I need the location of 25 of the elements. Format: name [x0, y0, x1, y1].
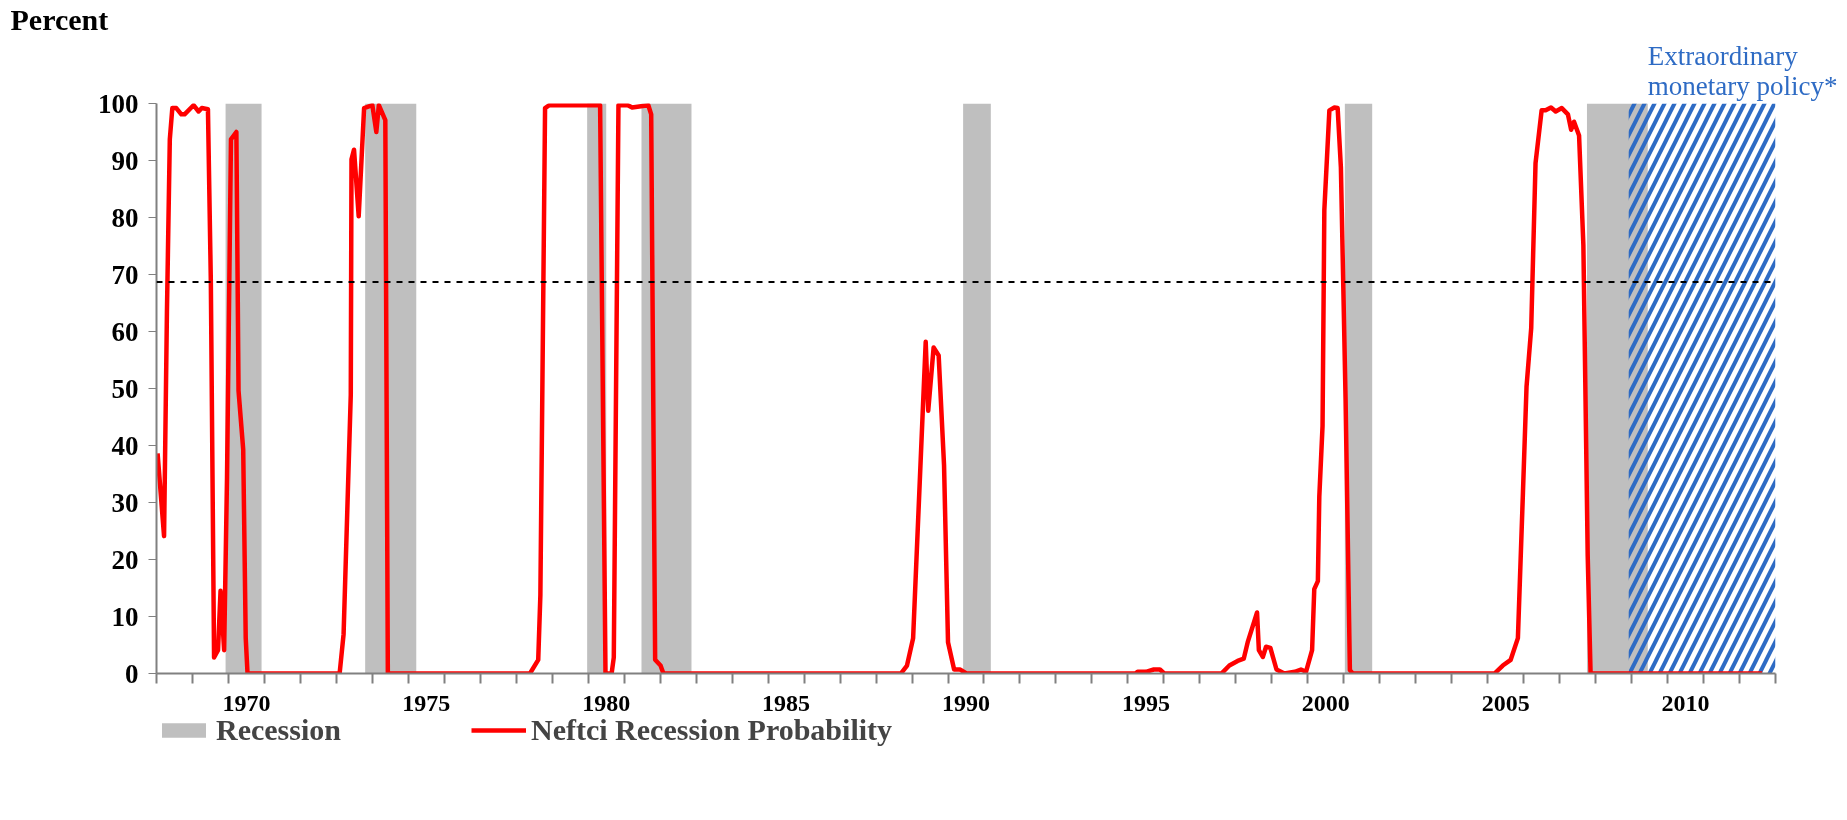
y-tick-label: 10	[111, 601, 139, 632]
band-label: Extraordinary monetary policy*	[1647, 40, 1838, 101]
x-tick-label: 2005	[1481, 689, 1530, 716]
x-tick-label: 1990	[942, 689, 990, 716]
y-tick-label: 70	[111, 259, 139, 290]
x-tick-label: 1995	[1121, 689, 1170, 716]
line-series	[156, 103, 1765, 674]
y-tick-label: 0	[125, 658, 139, 689]
legend-label: Neftci Recession Probability	[530, 713, 893, 747]
y-tick-label: 40	[111, 430, 139, 461]
x-tick-label: 1985	[762, 689, 811, 716]
y-tick-label: 20	[111, 544, 139, 575]
y-tick-label: 30	[111, 487, 139, 518]
x-tick-label: 2000	[1301, 689, 1350, 716]
y-tick-label: 50	[111, 373, 139, 404]
legend-label: Recession	[216, 713, 341, 747]
y-axis-title: Percent	[10, 2, 109, 36]
y-tick-label: 90	[111, 145, 139, 176]
y-tick-label: 60	[111, 316, 139, 347]
x-tick-label: 1975	[402, 689, 451, 716]
y-tick-label: 80	[111, 202, 139, 233]
x-tick-label: 1980	[582, 689, 631, 716]
x-tick-label: 1970	[222, 689, 271, 716]
y-tick-label: 100	[98, 88, 139, 119]
x-tick-label: 2010	[1661, 689, 1710, 716]
